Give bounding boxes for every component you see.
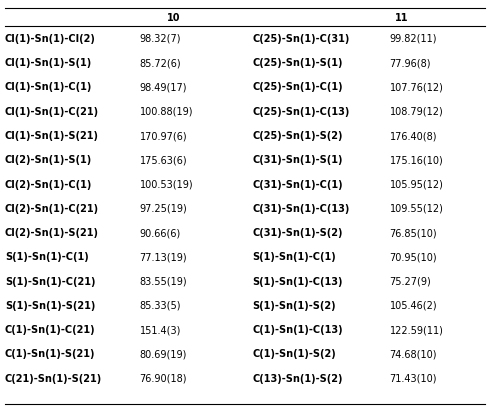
Text: Cl(2)-Sn(1)-C(1): Cl(2)-Sn(1)-C(1) <box>5 179 92 189</box>
Text: C(25)-Sn(1)-C(13): C(25)-Sn(1)-C(13) <box>252 106 350 117</box>
Text: 77.96(8): 77.96(8) <box>390 58 431 68</box>
Text: C(25)-Sn(1)-C(1): C(25)-Sn(1)-C(1) <box>252 82 343 92</box>
Text: 100.88(19): 100.88(19) <box>140 106 193 117</box>
Text: S(1)-Sn(1)-S(2): S(1)-Sn(1)-S(2) <box>252 300 336 310</box>
Text: 105.95(12): 105.95(12) <box>390 179 443 189</box>
Text: C(25)-Sn(1)-S(2): C(25)-Sn(1)-S(2) <box>252 131 343 141</box>
Text: 100.53(19): 100.53(19) <box>140 179 193 189</box>
Text: 170.97(6): 170.97(6) <box>140 131 187 141</box>
Text: C(31)-Sn(1)-C(1): C(31)-Sn(1)-C(1) <box>252 179 343 189</box>
Text: 83.55(19): 83.55(19) <box>140 276 187 286</box>
Text: 76.90(18): 76.90(18) <box>140 373 187 383</box>
Text: 80.69(19): 80.69(19) <box>140 348 187 359</box>
Text: 85.33(5): 85.33(5) <box>140 300 181 310</box>
Text: Cl(2)-Sn(1)-S(21): Cl(2)-Sn(1)-S(21) <box>5 227 99 238</box>
Text: C(31)-Sn(1)-S(2): C(31)-Sn(1)-S(2) <box>252 227 343 238</box>
Text: 77.13(19): 77.13(19) <box>140 252 187 262</box>
Text: S(1)-Sn(1)-C(13): S(1)-Sn(1)-C(13) <box>252 276 343 286</box>
Text: Cl(2)-Sn(1)-C(21): Cl(2)-Sn(1)-C(21) <box>5 203 99 213</box>
Text: C(13)-Sn(1)-S(2): C(13)-Sn(1)-S(2) <box>252 373 343 383</box>
Text: 105.46(2): 105.46(2) <box>390 300 437 310</box>
Text: S(1)-Sn(1)-C(21): S(1)-Sn(1)-C(21) <box>5 276 96 286</box>
Text: Cl(1)-Sn(1)-C(1): Cl(1)-Sn(1)-C(1) <box>5 82 92 92</box>
Text: C(31)-Sn(1)-S(1): C(31)-Sn(1)-S(1) <box>252 155 343 165</box>
Text: C(1)-Sn(1)-S(2): C(1)-Sn(1)-S(2) <box>252 348 336 359</box>
Text: 70.95(10): 70.95(10) <box>390 252 437 262</box>
Text: 74.68(10): 74.68(10) <box>390 348 437 359</box>
Text: 175.16(10): 175.16(10) <box>390 155 443 165</box>
Text: 175.63(6): 175.63(6) <box>140 155 187 165</box>
Text: 107.76(12): 107.76(12) <box>390 82 443 92</box>
Text: Cl(1)-Sn(1)-S(21): Cl(1)-Sn(1)-S(21) <box>5 131 99 141</box>
Text: 109.55(12): 109.55(12) <box>390 203 443 213</box>
Text: C(1)-Sn(1)-C(13): C(1)-Sn(1)-C(13) <box>252 324 343 335</box>
Text: 98.49(17): 98.49(17) <box>140 82 187 92</box>
Text: S(1)-Sn(1)-C(1): S(1)-Sn(1)-C(1) <box>5 252 89 262</box>
Text: Cl(1)-Sn(1)-C(21): Cl(1)-Sn(1)-C(21) <box>5 106 99 117</box>
Text: Cl(1)-Sn(1)-S(1): Cl(1)-Sn(1)-S(1) <box>5 58 92 68</box>
Text: 176.40(8): 176.40(8) <box>390 131 437 141</box>
Text: 98.32(7): 98.32(7) <box>140 34 181 44</box>
Text: C(1)-Sn(1)-S(21): C(1)-Sn(1)-S(21) <box>5 348 96 359</box>
Text: 71.43(10): 71.43(10) <box>390 373 437 383</box>
Text: 99.82(11): 99.82(11) <box>390 34 437 44</box>
Text: C(31)-Sn(1)-C(13): C(31)-Sn(1)-C(13) <box>252 203 350 213</box>
Text: 108.79(12): 108.79(12) <box>390 106 443 117</box>
Text: 90.66(6): 90.66(6) <box>140 227 181 238</box>
Text: C(21)-Sn(1)-S(21): C(21)-Sn(1)-S(21) <box>5 373 102 383</box>
Text: C(1)-Sn(1)-C(21): C(1)-Sn(1)-C(21) <box>5 324 96 335</box>
Text: S(1)-Sn(1)-C(1): S(1)-Sn(1)-C(1) <box>252 252 336 262</box>
Text: 85.72(6): 85.72(6) <box>140 58 181 68</box>
Text: Cl(2)-Sn(1)-S(1): Cl(2)-Sn(1)-S(1) <box>5 155 92 165</box>
Text: C(25)-Sn(1)-S(1): C(25)-Sn(1)-S(1) <box>252 58 343 68</box>
Text: 122.59(11): 122.59(11) <box>390 324 443 335</box>
Text: Cl(1)-Sn(1)-Cl(2): Cl(1)-Sn(1)-Cl(2) <box>5 34 96 44</box>
Text: 75.27(9): 75.27(9) <box>390 276 431 286</box>
Text: 76.85(10): 76.85(10) <box>390 227 437 238</box>
Text: 11: 11 <box>395 13 409 22</box>
Text: C(25)-Sn(1)-C(31): C(25)-Sn(1)-C(31) <box>252 34 350 44</box>
Text: 97.25(19): 97.25(19) <box>140 203 187 213</box>
Text: 151.4(3): 151.4(3) <box>140 324 181 335</box>
Text: 10: 10 <box>167 13 181 22</box>
Text: S(1)-Sn(1)-S(21): S(1)-Sn(1)-S(21) <box>5 300 95 310</box>
